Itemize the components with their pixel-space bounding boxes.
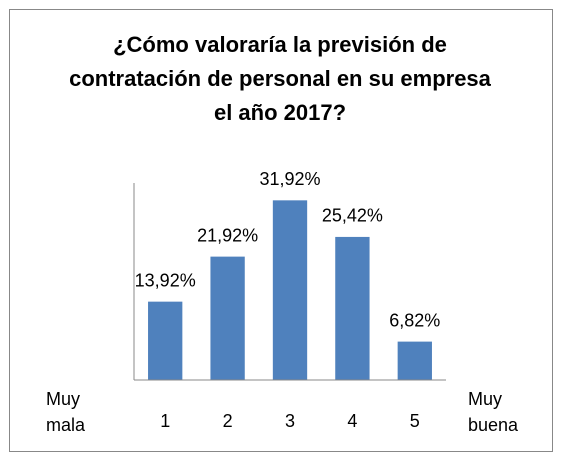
bar [210,256,245,380]
x-tick-label: 1 [160,411,170,431]
x-tick-label: 2 [223,411,233,431]
data-label: 13,92% [135,270,196,290]
chart-title: ¿Cómo valoraría la previsión de contrata… [69,32,491,125]
data-label: 25,42% [322,206,383,226]
bar [397,341,432,380]
x-tick-label: 5 [410,411,420,431]
x-tick-label: 4 [347,411,357,431]
bar [148,301,183,380]
bar [335,236,370,380]
bar [272,200,308,380]
data-label: 6,82% [389,310,440,330]
x-tick-label: 3 [285,411,295,431]
annotation: Muy buena [468,389,519,435]
annotation: Muy mala [46,389,86,435]
data-label: 31,92% [259,169,320,189]
data-label: 21,92% [197,225,258,245]
